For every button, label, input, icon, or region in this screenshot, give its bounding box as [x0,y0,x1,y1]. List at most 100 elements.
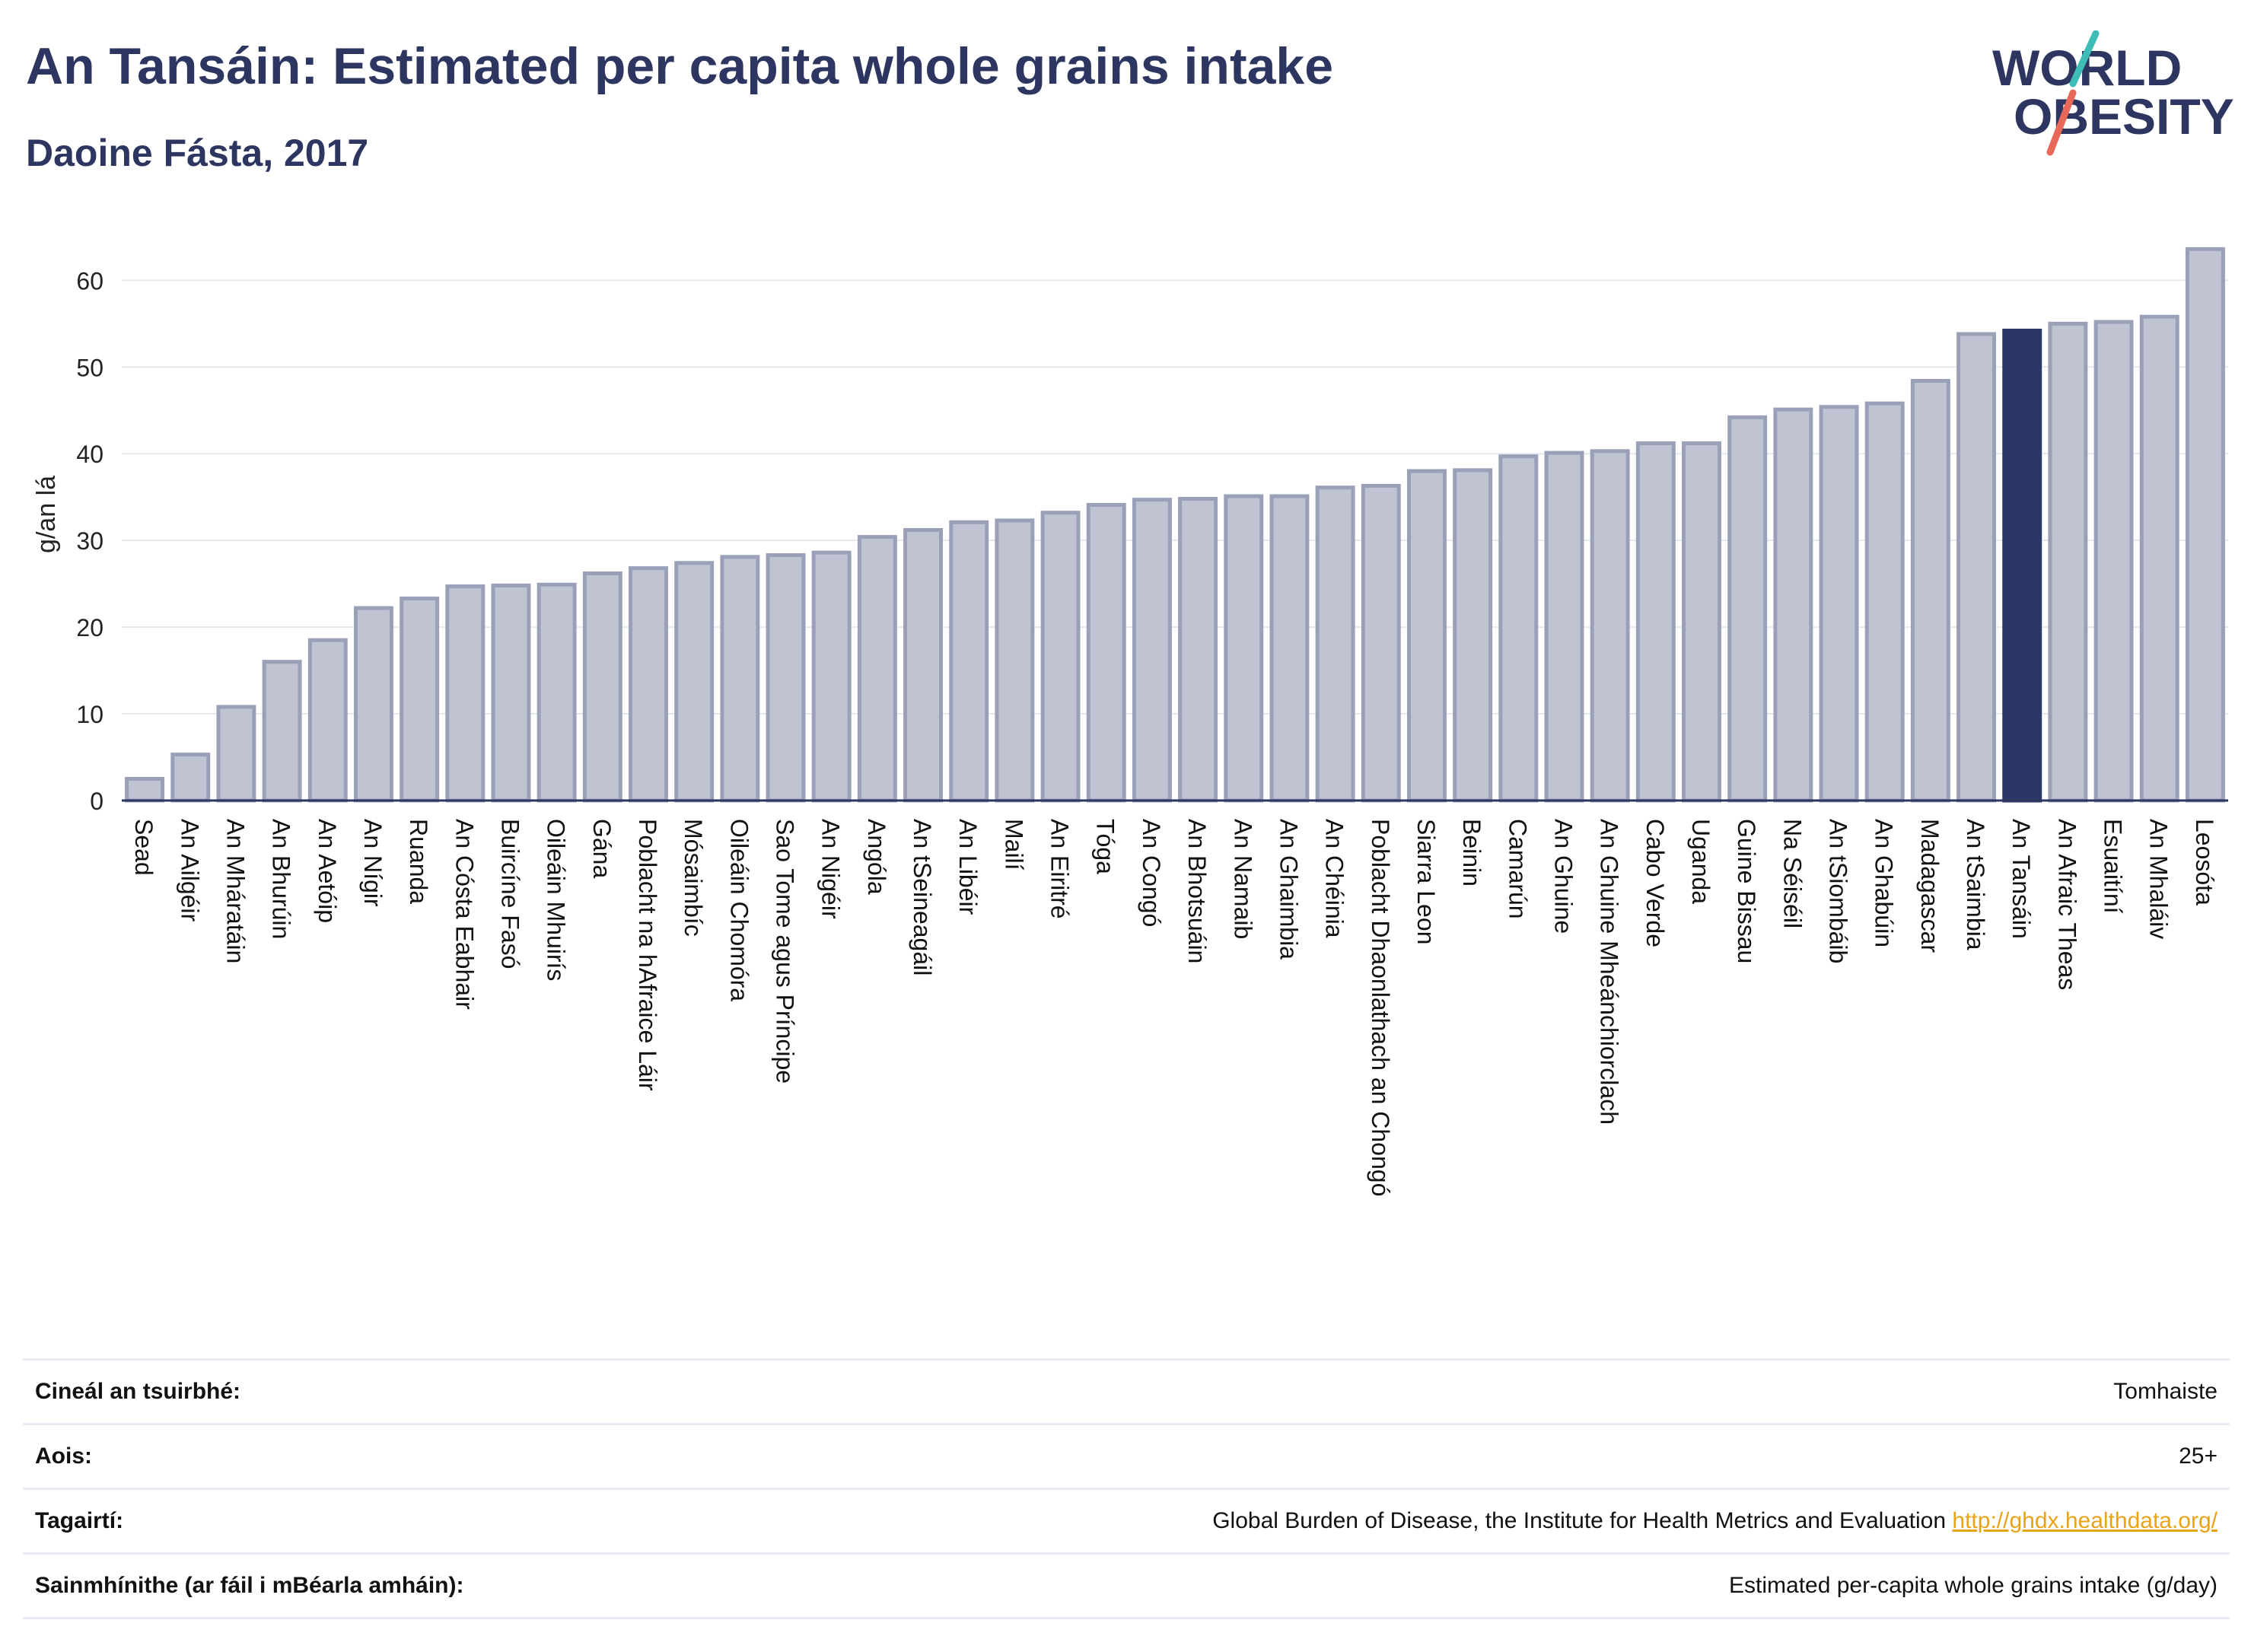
logo-slash-red [2046,89,2077,156]
footer-label: Aois: [35,1444,92,1469]
x-tick-label: An Congó [1138,819,1165,927]
bar [170,753,211,803]
bar [2093,320,2134,803]
x-tick-label: An Namaib [1229,819,1256,939]
x-tick-label: An Aetóip [314,819,341,923]
y-tick-label: 30 [76,527,103,555]
bar [2048,321,2088,803]
bar [1773,407,1813,803]
x-tick-label: An Nigéir [817,819,845,919]
bar [491,583,531,803]
bar [400,597,440,803]
bar [1819,405,1859,803]
bar [811,550,852,803]
x-tick-label: Ruanda [405,819,432,904]
bar [536,582,577,803]
y-tick-label: 60 [76,267,103,294]
x-tick-label: Poblacht Dhaonlathach an Chongó [1367,819,1394,1196]
x-tick-label: Uganda [1687,819,1715,904]
x-tick-label: Guine Bissau [1733,819,1760,963]
bar [2185,247,2225,803]
bar [903,528,944,803]
x-tick-label: An Chéinia [1321,819,1348,938]
x-tick-label: An Ghabúin [1871,819,1898,947]
bar [2002,328,2042,803]
x-tick-label: Siarra Leon [1412,819,1440,944]
x-tick-label: An Ghuine [1549,819,1577,934]
x-tick-label: An Afraic Theas [2053,819,2081,990]
y-tick-label: 50 [76,354,103,381]
x-tick-label: An Mháratáin [221,819,249,963]
bar [1132,498,1172,803]
x-tick-label: An tSiombáib [1825,819,1852,963]
x-tick-label: Sao Tome agus Príncipe [772,819,799,1084]
x-tick-label: An Bhotsuáin [1183,819,1211,963]
y-tick-label: 0 [90,788,103,815]
x-tick-label: Beinin [1458,819,1485,886]
chart-title: An Tansáin: Estimated per capita whole g… [26,37,1334,95]
x-tick-label: Mósaimbíc [680,819,707,937]
bar [262,660,302,803]
x-tick-label: An Bhurúin [268,819,295,939]
x-tick-label: An Libéir [954,819,982,915]
bar [766,553,806,803]
chart-subtitle: Daoine Fásta, 2017 [26,132,369,174]
footer-label: Tagairtí: [35,1508,124,1533]
world-obesity-logo: WORLD OBESITY [1992,30,2234,156]
bar [216,705,256,803]
x-tick-label: Poblacht na hAfraice Láir [634,819,661,1091]
x-tick-label: An Ailgéir [176,819,203,922]
bar [1544,450,1584,803]
bar [1864,401,1905,803]
metadata-table: Cineál an tsuirbhé: Tomhaiste Aois: 25+ … [23,1358,2230,1619]
y-tick-label: 40 [76,441,103,468]
footer-value: Estimated per-capita whole grains intake… [1729,1573,2218,1598]
bar [1635,441,1676,803]
bar [1727,415,1768,803]
bar [1086,502,1126,803]
footer-row-references: Tagairtí: Global Burden of Disease, the … [23,1488,2230,1552]
bar [125,777,165,803]
bar [353,606,393,803]
bar [1498,454,1539,803]
footer-value: Tomhaiste [2113,1379,2218,1404]
bar [2139,314,2179,803]
x-tick-label: An Tansáin [2007,819,2035,939]
x-tick-label: Mailí [1000,819,1027,871]
x-tick-label: An Cósta Eabhair [451,819,478,1010]
bar [720,555,760,803]
y-tick-label: 10 [76,701,103,728]
x-tick-label: Oileáin Mhuirís [543,819,570,981]
x-tick-label: Esuaitíní [2100,819,2127,914]
bar [1315,485,1355,803]
x-tick-label: Madagascar [1916,819,1944,953]
bar [1453,468,1493,803]
bar-chart: 0 10 20 30 40 50 60 g/an lá Sead An Ailgéir An Mhá… [32,247,2228,1196]
x-tick-label: Gána [588,819,616,878]
logo-text-obesity: OBESITY [2014,88,2234,145]
bar [857,535,897,803]
footer-value-references: Global Burden of Disease, the Institute … [1212,1508,2218,1534]
footer-label: Cineál an tsuirbhé: [35,1379,241,1404]
bar [674,561,715,803]
footer-row-survey-type: Cineál an tsuirbhé: Tomhaiste [23,1358,2230,1423]
x-tick-label: Camarún [1504,819,1531,919]
x-tick-label: An tSeineagáil [909,819,936,976]
bar [1361,483,1401,803]
bar [629,566,668,803]
x-tick-label: An Eiritré [1046,819,1074,919]
bar [995,518,1035,803]
x-tick-label: An Ghaimbia [1275,819,1302,960]
bar [1682,441,1721,803]
bar [1956,332,1997,803]
bar [1406,469,1447,803]
logo-slash-teal [2069,30,2100,88]
bar [1224,494,1264,803]
x-tick-label: Oileáin Chomóra [725,819,753,1001]
reference-link[interactable]: http://ghdx.healthdata.org/ [1952,1508,2218,1533]
bar [582,571,622,803]
x-tick-label: Buircíne Fasó [496,819,524,969]
bar [1590,449,1630,803]
bar [949,520,989,803]
x-tick-label: Na Séiséil [1778,819,1806,928]
